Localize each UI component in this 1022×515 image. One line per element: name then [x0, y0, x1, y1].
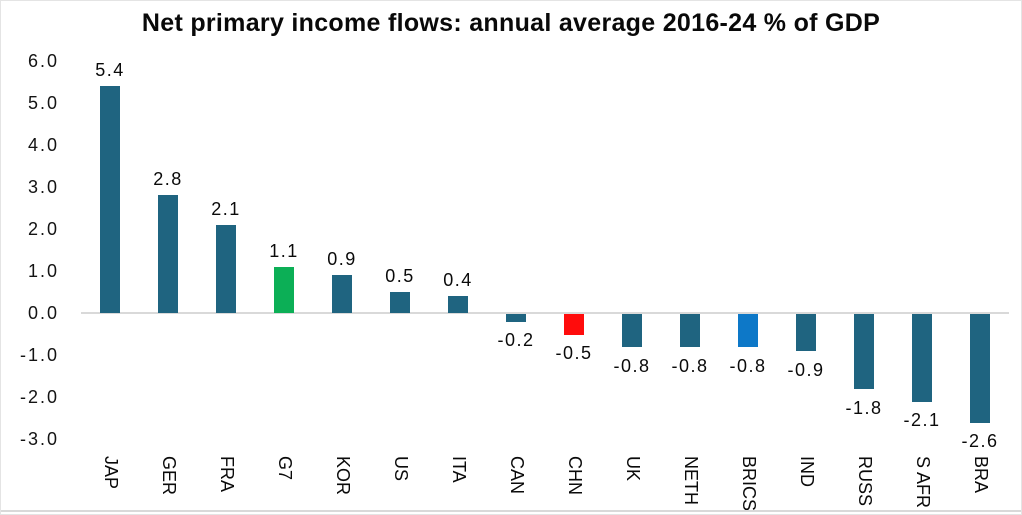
- x-axis-category-label: RUSS: [855, 456, 875, 507]
- x-axis-category-label: NETH: [681, 456, 701, 505]
- bar-value-label: -0.8: [729, 355, 767, 376]
- y-axis-tick-label: 0.0: [27, 303, 59, 323]
- bar-value-label: 5.4: [95, 60, 125, 81]
- bar-ger: [158, 195, 178, 313]
- bar-kor: [332, 275, 352, 313]
- y-axis-tick-label: 3.0: [27, 177, 59, 197]
- bar-value-label: 0.4: [443, 270, 473, 291]
- y-axis-tick-label: 5.0: [27, 93, 59, 113]
- bar-neth: [680, 313, 700, 348]
- bar-can: [506, 313, 526, 322]
- x-axis-category-label: IND: [797, 456, 817, 487]
- bar-value-label: 1.1: [269, 240, 299, 261]
- bar-value-label: -0.5: [555, 343, 593, 363]
- bar-ita: [448, 296, 468, 313]
- x-axis-category-label: GER: [159, 456, 179, 496]
- bar-g7: [274, 266, 294, 313]
- x-axis-category-label: UK: [623, 456, 643, 482]
- bar-value-label: 0.5: [385, 266, 415, 286]
- bar-value-label: -2.1: [903, 410, 941, 431]
- bar-value-label: 0.9: [327, 249, 357, 270]
- bar-value-label: -0.9: [787, 359, 825, 380]
- y-axis-tick-label: 6.0: [27, 51, 59, 71]
- x-axis-category-label: BRA: [971, 456, 991, 494]
- y-axis-tick-label: 1.0: [27, 261, 59, 281]
- bar-value-label: -2.6: [961, 431, 999, 452]
- bar-value-label: -1.8: [845, 397, 883, 418]
- x-axis-category-label: S AFR: [913, 456, 933, 509]
- x-axis-category-label: G7: [275, 456, 295, 481]
- x-axis-category-label: JAP: [101, 456, 121, 490]
- bar-russ: [854, 313, 874, 390]
- y-axis-tick-label: -1.0: [19, 345, 59, 365]
- bar-us: [390, 292, 410, 313]
- y-axis-tick-label: -2.0: [19, 387, 59, 407]
- bar-bra: [970, 313, 990, 423]
- bar-value-label: -0.8: [613, 355, 651, 376]
- x-axis-category-label: CHN: [565, 456, 585, 495]
- bar-ind: [796, 313, 816, 352]
- y-axis-tick-label: 4.0: [27, 135, 59, 155]
- x-axis-category-label: US: [391, 456, 411, 482]
- bar-brics: [738, 313, 758, 348]
- bar-value-label: 2.1: [211, 198, 241, 219]
- y-axis-tick-label: 2.0: [27, 219, 59, 239]
- x-axis-category-label: BRICS: [739, 456, 759, 512]
- bar-value-label: 2.8: [153, 169, 183, 190]
- x-axis-category-label: KOR: [333, 456, 353, 496]
- bar-value-label: -0.8: [671, 355, 709, 376]
- chart-title: Net primary income flows: annual average…: [141, 9, 881, 37]
- bar-uk: [622, 313, 642, 348]
- bar-fra: [216, 224, 236, 313]
- bar-s-afr: [912, 313, 932, 402]
- y-axis-tick-label: -3.0: [19, 429, 59, 449]
- x-axis-category-label: CAN: [507, 456, 527, 495]
- zero-axis-line: [81, 312, 1009, 314]
- bar-chn: [564, 313, 584, 335]
- x-axis-category-label: ITA: [449, 456, 469, 483]
- bar-value-label: -0.2: [497, 330, 535, 351]
- bottom-gridline: [1, 510, 1021, 512]
- bar-jap: [100, 86, 120, 313]
- x-axis-category-label: FRA: [217, 456, 237, 492]
